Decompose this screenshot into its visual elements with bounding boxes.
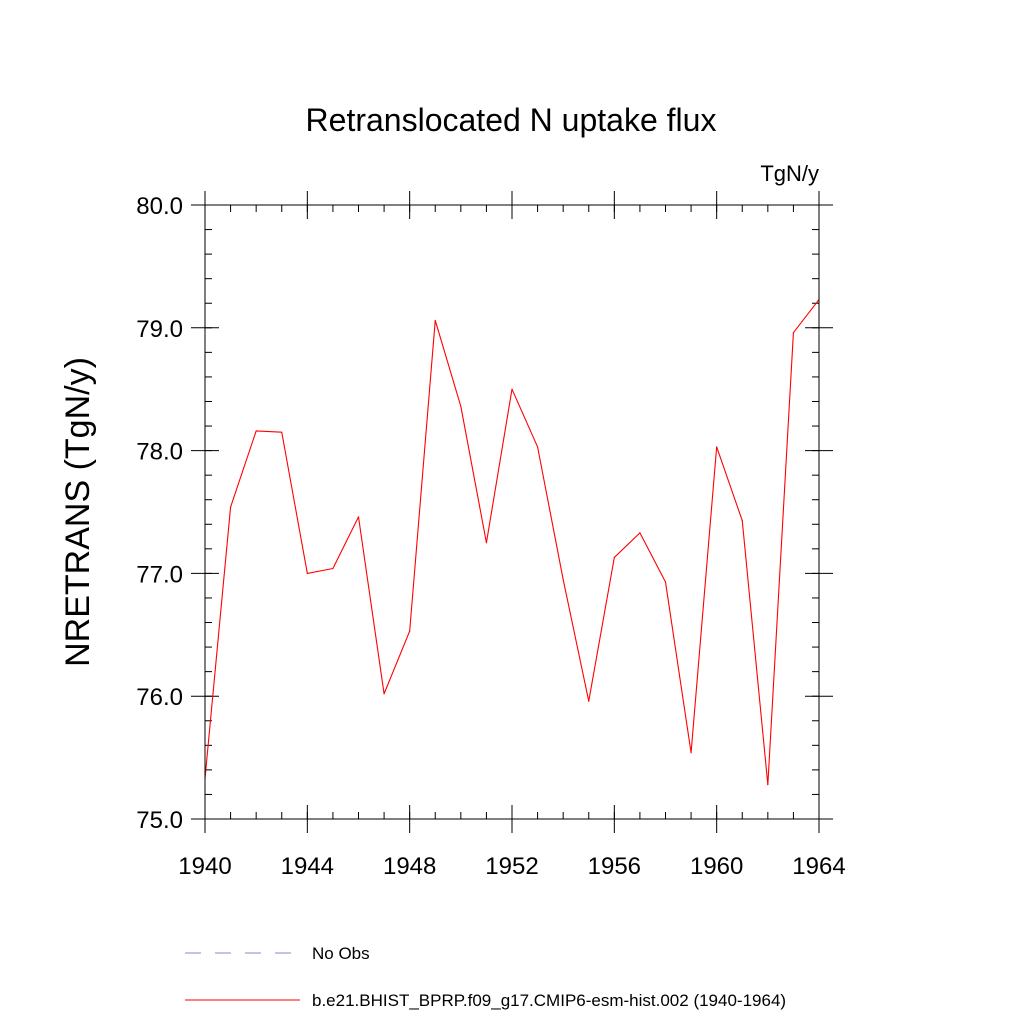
series-line	[204, 299, 820, 786]
data-point	[741, 519, 743, 522]
data-point	[536, 446, 539, 448]
data-point	[434, 319, 436, 322]
data-point	[690, 752, 692, 754]
units-label: TgN/y	[760, 161, 819, 186]
data-point	[485, 542, 488, 544]
chart-title: Retranslocated N uptake flux	[306, 102, 717, 138]
legend-label-no-obs: No Obs	[312, 944, 370, 963]
data-point	[255, 430, 257, 432]
y-tick-label: 78.0	[136, 439, 183, 466]
data-point	[332, 567, 334, 570]
legend-label-model: b.e21.BHIST_BPRP.f09_g17.CMIP6-esm-hist.…	[312, 991, 786, 1010]
x-tick-label: 1964	[792, 853, 845, 880]
data-point	[767, 784, 769, 786]
y-tick-label: 77.0	[136, 561, 183, 588]
data-point	[562, 578, 564, 581]
series-lines	[204, 298, 820, 786]
data-point	[229, 506, 232, 508]
data-point	[639, 532, 641, 534]
data-point	[716, 446, 718, 448]
plot-frame	[204, 204, 820, 820]
x-tick-label: 1952	[485, 853, 538, 880]
x-tick-label: 1944	[281, 853, 334, 880]
data-point	[306, 572, 308, 575]
tick-labels: 75.0 76.0 77.0 78.0 79.0 80.0 1940 1944 1948 1952…	[136, 193, 845, 880]
data-point	[792, 332, 795, 334]
x-tick-label: 1960	[690, 853, 743, 880]
data-point	[281, 431, 283, 433]
x-tick-label: 1948	[383, 853, 436, 880]
data-point	[409, 630, 411, 632]
legend: No Obs b.e21.BHIST_BPRP.f09_g17.CMIP6-es…	[185, 944, 786, 1010]
y-tick-label: 75.0	[136, 807, 183, 834]
x-tick-label: 1940	[178, 853, 231, 880]
data-point	[383, 693, 385, 695]
axis-ticks	[191, 191, 833, 833]
data-point	[511, 388, 513, 390]
y-tick-label: 79.0	[136, 316, 183, 343]
data-point	[588, 700, 590, 702]
x-tick-label: 1956	[588, 853, 641, 880]
y-axis-label: NRETRANS (TgN/y)	[59, 357, 97, 667]
y-tick-label: 80.0	[136, 193, 183, 220]
data-point	[460, 405, 462, 407]
data-point	[613, 556, 615, 559]
data-point	[357, 516, 360, 518]
y-tick-label: 76.0	[136, 684, 183, 711]
data-point	[664, 581, 667, 583]
